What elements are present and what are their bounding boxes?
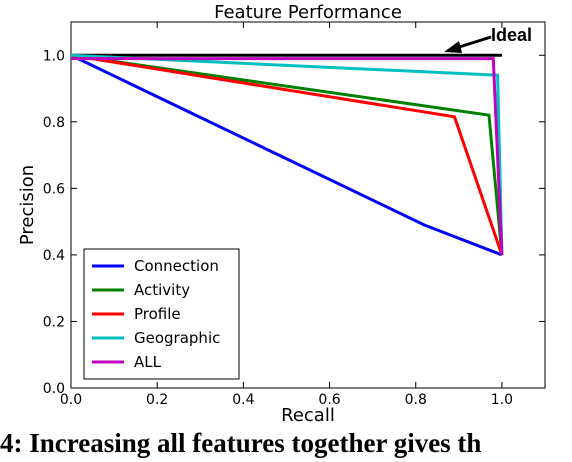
series-line-profile: [70, 53, 504, 256]
x-tick-label: 1.0: [491, 392, 513, 408]
y-tick-label: 0.0: [43, 381, 65, 397]
legend-items: Connection Activity Profile Geographic ALL: [92, 257, 220, 371]
x-tick-label: 0.6: [318, 392, 340, 408]
x-tick-label: 0.0: [60, 392, 82, 408]
ideal-arrow-head: [444, 41, 462, 53]
legend: Connection Activity Profile Geographic ALL: [83, 248, 240, 380]
legend-label-connection: Connection: [134, 257, 219, 275]
ideal-annotation: Ideal: [444, 25, 532, 53]
y-tick-label: 0.4: [43, 248, 65, 264]
y-axis-label: Precision: [17, 165, 38, 245]
legend-label-geographic: Geographic: [134, 329, 220, 347]
y-tick-label: 0.6: [43, 181, 65, 197]
series-line-connection: [70, 53, 503, 257]
x-tick-label: 0.2: [146, 392, 168, 408]
series-layer: [70, 53, 504, 257]
legend-label-all: ALL: [134, 353, 162, 371]
ideal-arrow-line: [455, 35, 492, 50]
ideal-annotation-label: Ideal: [491, 25, 532, 45]
y-tick-label: 0.8: [43, 115, 65, 131]
series-line-activity: [70, 53, 504, 256]
figure-caption: 4: Increasing all features together give…: [0, 428, 482, 458]
precision-recall-chart: Feature Performance 0.0 0.2 0.4 0.6 0.8 1.00.…: [17, 2, 546, 424]
ticks-layer: 0.0 0.2 0.4 0.6 0.8 1.0 0.0 0.2 0.4 0.6 0.8 1.0: [43, 22, 545, 408]
x-tick-label: 0.4: [232, 392, 254, 408]
y-tick-label: 0.2: [43, 314, 65, 330]
legend-label-profile: Profile: [134, 305, 181, 323]
x-axis-label: Recall: [281, 405, 335, 424]
y-tick-label: 1.0: [43, 48, 65, 64]
legend-label-activity: Activity: [134, 281, 190, 299]
series-line-all: [71, 57, 504, 255]
x-tick-label: 0.8: [405, 392, 427, 408]
chart-title: Feature Performance: [214, 2, 402, 23]
